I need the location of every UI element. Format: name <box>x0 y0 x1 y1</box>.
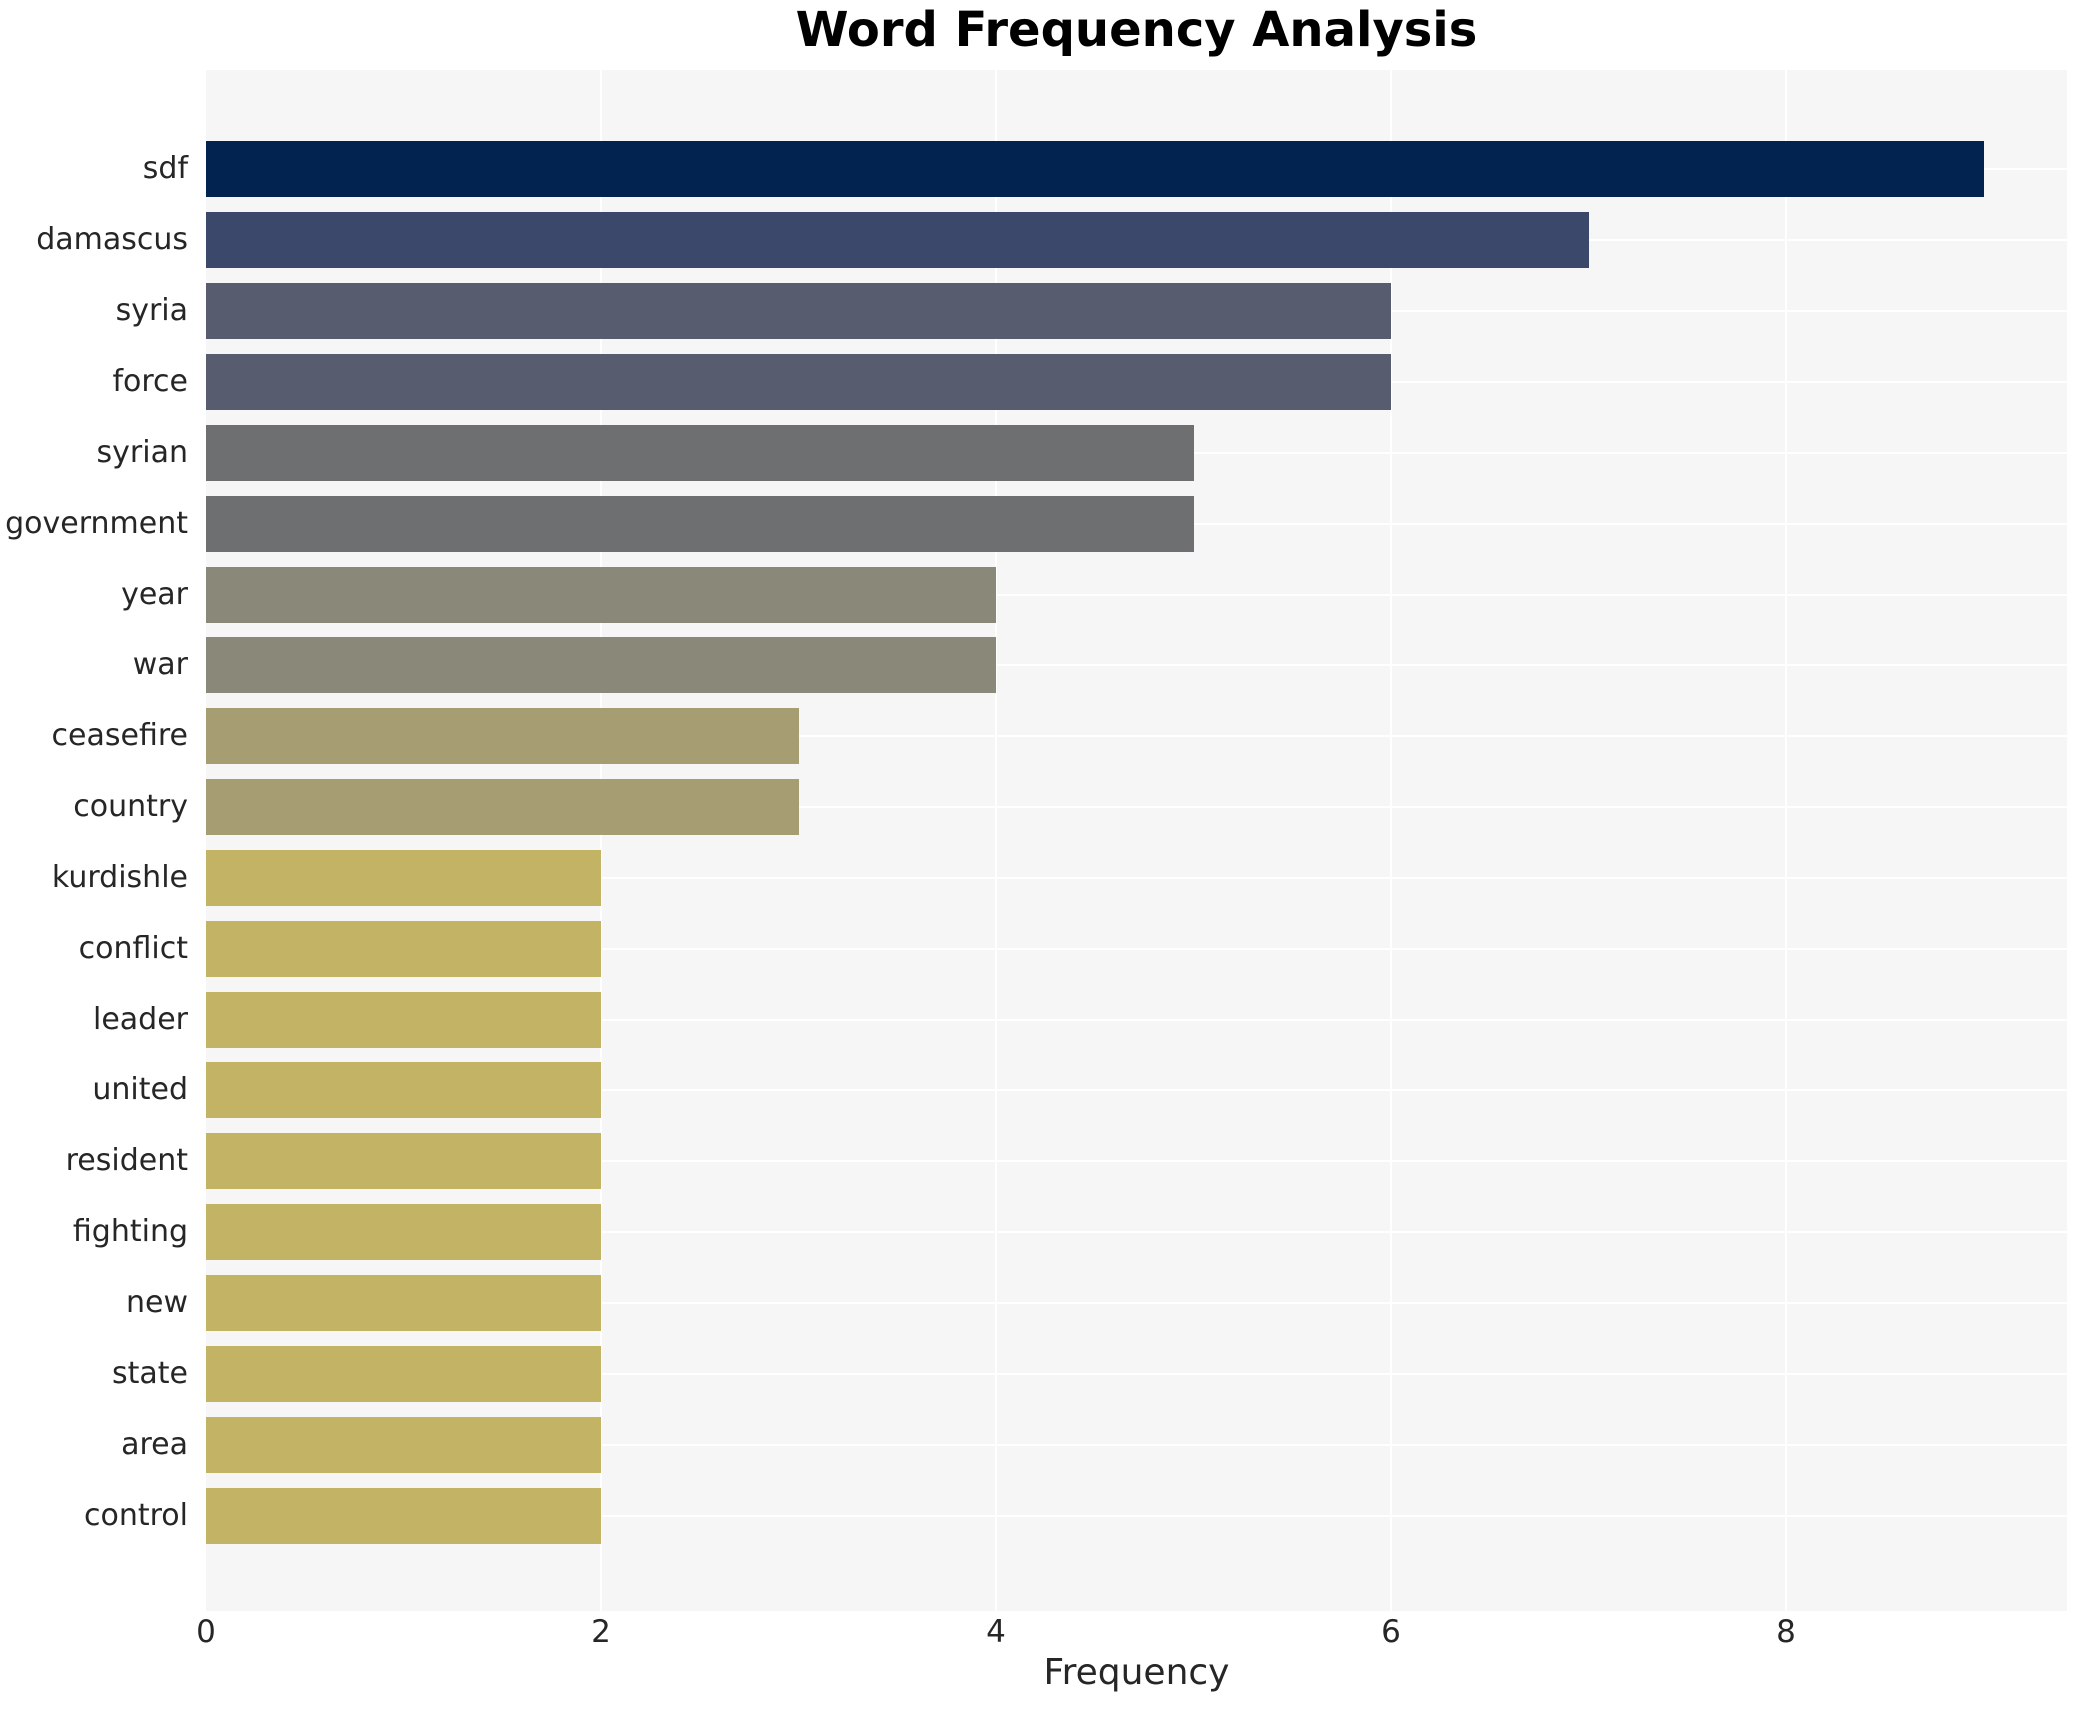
h-gridline <box>206 664 2067 667</box>
y-axis-label: control <box>84 1497 188 1533</box>
h-gridline <box>206 1372 2067 1375</box>
h-gridline <box>206 1302 2067 1305</box>
h-gridline <box>206 593 2067 596</box>
chart-title: Word Frequency Analysis <box>795 2 1478 58</box>
y-axis-label: damascus <box>36 222 188 258</box>
v-gridline <box>995 70 997 1611</box>
bar <box>206 1133 601 1190</box>
v-gridline <box>1785 70 1787 1611</box>
bar <box>206 708 799 765</box>
y-axis-label: government <box>5 505 188 541</box>
h-gridline <box>206 1231 2067 1234</box>
bar <box>206 779 799 836</box>
y-axis-label: resident <box>65 1143 188 1179</box>
y-axis-label: syrian <box>96 434 188 470</box>
bar <box>206 566 996 623</box>
bar <box>206 353 1391 410</box>
h-gridline <box>206 1089 2067 1092</box>
y-axis-label: sdf <box>142 151 188 187</box>
bar <box>206 495 1194 552</box>
bar <box>206 1487 601 1544</box>
y-axis-label: force <box>112 363 188 399</box>
bar <box>206 1275 601 1332</box>
x-tick-label: 4 <box>986 1614 1006 1650</box>
x-tick-label: 2 <box>591 1614 611 1650</box>
y-axis-label: state <box>112 1355 188 1391</box>
bar <box>206 637 996 694</box>
y-axis-label: war <box>132 647 188 683</box>
bar <box>206 920 601 977</box>
bar <box>206 212 1589 269</box>
h-gridline <box>206 1160 2067 1163</box>
bar <box>206 849 601 906</box>
y-axis-label: year <box>121 576 188 612</box>
h-gridline <box>206 876 2067 879</box>
x-axis-label: Frequency <box>1043 1652 1230 1693</box>
y-axis-label: conflict <box>78 930 188 966</box>
bar <box>206 1062 601 1119</box>
y-axis-label: fighting <box>72 1214 188 1250</box>
h-gridline <box>206 1443 2067 1446</box>
y-axis-label: new <box>125 1285 188 1321</box>
y-axis-label: syria <box>115 293 188 329</box>
y-axis-label: kurdishle <box>51 859 188 895</box>
bar <box>206 424 1194 481</box>
y-axis-label: ceasefire <box>51 718 188 754</box>
y-axis: sdf damascus syria force syrian government yea… <box>0 0 188 1710</box>
h-gridline <box>206 1018 2067 1021</box>
bar <box>206 1416 601 1473</box>
plot-area <box>206 70 2067 1611</box>
y-axis-label: united <box>92 1072 188 1108</box>
bar <box>206 283 1391 340</box>
h-gridline <box>206 735 2067 738</box>
y-axis-label: area <box>121 1426 188 1462</box>
v-gridline <box>600 70 602 1611</box>
bar <box>206 1204 601 1261</box>
bar <box>206 141 1984 198</box>
v-gridline <box>1390 70 1392 1611</box>
y-axis-label: country <box>73 789 188 825</box>
bar <box>206 991 601 1048</box>
x-tick-label: 6 <box>1381 1614 1401 1650</box>
bar <box>206 1345 601 1402</box>
h-gridline <box>206 947 2067 950</box>
h-gridline <box>206 1514 2067 1517</box>
h-gridline <box>206 806 2067 809</box>
x-tick-label: 8 <box>1776 1614 1796 1650</box>
y-axis-label: leader <box>92 1001 188 1037</box>
